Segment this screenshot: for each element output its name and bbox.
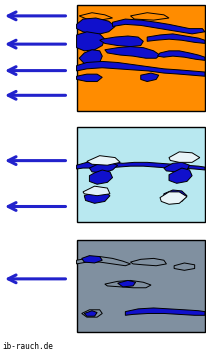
PathPatch shape bbox=[76, 161, 204, 170]
PathPatch shape bbox=[76, 74, 102, 82]
PathPatch shape bbox=[84, 311, 97, 316]
PathPatch shape bbox=[168, 152, 199, 162]
PathPatch shape bbox=[81, 310, 102, 317]
Bar bbox=[76, 240, 204, 332]
PathPatch shape bbox=[173, 263, 194, 270]
PathPatch shape bbox=[81, 256, 102, 263]
PathPatch shape bbox=[99, 36, 143, 47]
PathPatch shape bbox=[157, 51, 204, 60]
PathPatch shape bbox=[76, 257, 130, 266]
PathPatch shape bbox=[163, 190, 186, 203]
PathPatch shape bbox=[84, 192, 109, 203]
PathPatch shape bbox=[112, 19, 204, 34]
PathPatch shape bbox=[76, 61, 204, 76]
PathPatch shape bbox=[140, 73, 158, 82]
PathPatch shape bbox=[159, 192, 186, 204]
PathPatch shape bbox=[79, 50, 102, 66]
PathPatch shape bbox=[79, 13, 112, 20]
Bar bbox=[76, 127, 204, 222]
PathPatch shape bbox=[76, 18, 115, 35]
Bar bbox=[76, 5, 204, 111]
PathPatch shape bbox=[130, 13, 168, 20]
PathPatch shape bbox=[163, 162, 189, 172]
PathPatch shape bbox=[130, 258, 166, 266]
PathPatch shape bbox=[76, 32, 104, 51]
PathPatch shape bbox=[87, 156, 120, 165]
PathPatch shape bbox=[146, 34, 204, 43]
PathPatch shape bbox=[83, 186, 109, 196]
PathPatch shape bbox=[125, 308, 204, 315]
PathPatch shape bbox=[104, 280, 150, 288]
PathPatch shape bbox=[104, 47, 159, 58]
PathPatch shape bbox=[89, 170, 112, 184]
PathPatch shape bbox=[89, 162, 117, 173]
Text: ib-rauch.de: ib-rauch.de bbox=[2, 342, 53, 351]
PathPatch shape bbox=[117, 280, 135, 287]
PathPatch shape bbox=[168, 168, 191, 183]
